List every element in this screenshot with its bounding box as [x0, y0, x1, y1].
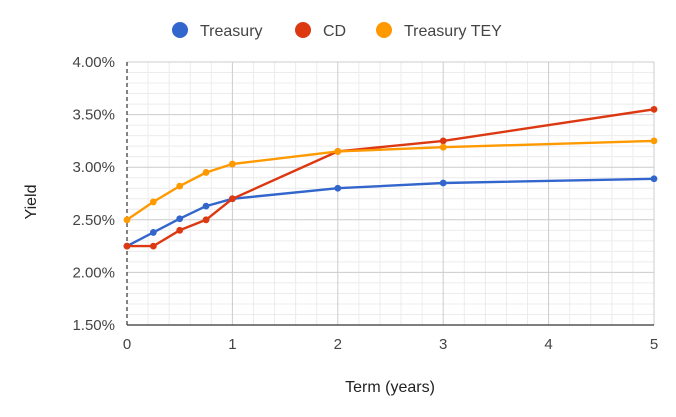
minor-gridlines — [127, 62, 654, 325]
x-tick-label: 3 — [439, 336, 447, 353]
data-point — [202, 202, 210, 210]
axes — [126, 62, 654, 326]
data-point — [176, 226, 184, 234]
y-tick-label: 3.50% — [72, 107, 115, 124]
data-point — [149, 242, 157, 250]
data-point — [439, 137, 447, 145]
data-point — [229, 160, 236, 168]
series-line — [127, 108, 655, 248]
x-axis-title: Term (years) — [345, 379, 435, 396]
x-tick-labels: 0 1 2 3 4 5 — [123, 336, 658, 353]
x-tick-label: 5 — [650, 336, 658, 353]
data-point — [176, 215, 184, 223]
x-tick-label: 4 — [544, 336, 552, 353]
data-point — [176, 182, 184, 190]
legend-marker — [376, 22, 392, 38]
legend-marker — [295, 22, 311, 38]
data-point — [650, 105, 658, 113]
y-axis-title: Yield — [23, 185, 40, 220]
data-point — [123, 242, 131, 250]
data-point — [202, 169, 210, 176]
series-line — [126, 177, 655, 248]
y-tick-label: 2.00% — [72, 264, 115, 281]
data-point — [439, 143, 447, 151]
legend-label: Treasury TEY — [404, 23, 502, 40]
series-line — [126, 139, 655, 221]
data-point — [123, 216, 131, 224]
data-point — [650, 137, 658, 145]
data-point — [202, 216, 210, 224]
major-gridlines — [127, 61, 655, 326]
y-tick-label: 4.00% — [72, 54, 115, 71]
x-tick-label: 2 — [334, 336, 342, 353]
data-point — [149, 198, 157, 206]
data-point — [229, 195, 236, 203]
data-point — [334, 148, 342, 155]
data-point — [650, 175, 658, 183]
legend-marker — [172, 22, 188, 38]
y-tick-label: 3.00% — [72, 159, 115, 176]
y-tick-label: 1.50% — [72, 317, 115, 334]
y-tick-label: 2.50% — [72, 212, 115, 229]
legend-item[interactable]: Treasury — [172, 22, 263, 40]
y-tick-labels: 1.50% 2.00% 2.50% 3.00% 3.50% 4.00% — [72, 54, 115, 334]
data-point — [149, 229, 157, 236]
data-point — [334, 184, 342, 192]
legend[interactable]: Treasury CD Treasury TEY — [172, 22, 502, 40]
legend-label: CD — [323, 23, 346, 40]
x-tick-label: 1 — [228, 336, 236, 353]
series-treasury-tey — [123, 137, 658, 224]
data-point — [439, 179, 447, 187]
series-lines — [123, 105, 658, 250]
legend-item[interactable]: Treasury TEY — [376, 22, 502, 40]
legend-label: Treasury — [200, 23, 263, 40]
x-tick-label: 0 — [123, 336, 131, 353]
legend-item[interactable]: CD — [295, 22, 346, 40]
